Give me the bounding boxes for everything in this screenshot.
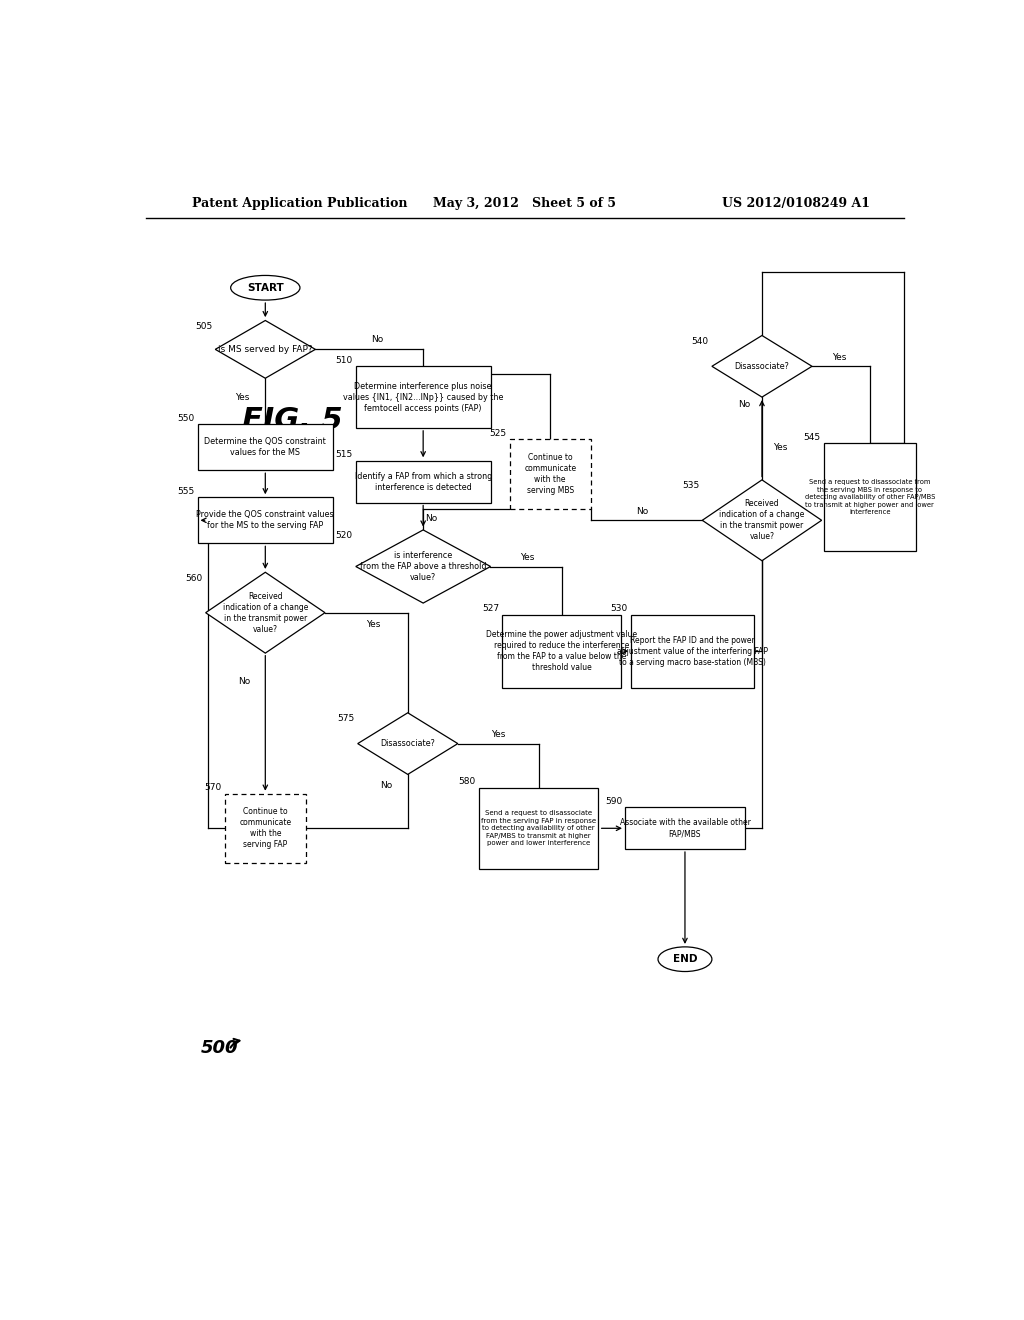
Text: Report the FAP ID and the power
adjustment value of the interfering FAP
to a ser: Report the FAP ID and the power adjustme… <box>617 636 768 667</box>
Text: Continue to
communicate
with the
serving MBS: Continue to communicate with the serving… <box>524 453 577 495</box>
Text: 530: 530 <box>610 605 628 612</box>
Text: Send a request to disassociate
from the serving FAP in response
to detecting ava: Send a request to disassociate from the … <box>481 810 596 846</box>
Text: Provide the QOS constraint values
for the MS to the serving FAP: Provide the QOS constraint values for th… <box>197 511 334 531</box>
Text: START: START <box>247 282 284 293</box>
FancyBboxPatch shape <box>198 498 333 544</box>
FancyBboxPatch shape <box>626 807 744 850</box>
Text: 520: 520 <box>336 532 352 540</box>
Text: 555: 555 <box>177 487 195 496</box>
Text: 525: 525 <box>489 429 507 438</box>
FancyBboxPatch shape <box>225 793 306 863</box>
Text: 500: 500 <box>201 1039 238 1057</box>
FancyBboxPatch shape <box>502 615 622 688</box>
Text: END: END <box>673 954 697 964</box>
Text: is interference
from the FAP above a threshold
value?: is interference from the FAP above a thr… <box>359 550 486 582</box>
Text: Disassociate?: Disassociate? <box>734 362 790 371</box>
Text: May 3, 2012   Sheet 5 of 5: May 3, 2012 Sheet 5 of 5 <box>433 197 616 210</box>
Text: Received
indication of a change
in the transmit power
value?: Received indication of a change in the t… <box>719 499 805 541</box>
Text: 527: 527 <box>482 605 499 612</box>
Text: Identify a FAP from which a strong
interference is detected: Identify a FAP from which a strong inter… <box>354 471 492 492</box>
Text: Yes: Yes <box>520 553 535 562</box>
Text: No: No <box>380 781 392 791</box>
Text: 590: 590 <box>605 796 623 805</box>
FancyBboxPatch shape <box>355 461 490 503</box>
Text: 545: 545 <box>804 433 820 442</box>
Text: Associate with the available other
FAP/MBS: Associate with the available other FAP/M… <box>620 818 751 838</box>
Text: 510: 510 <box>336 356 352 364</box>
Text: 575: 575 <box>337 714 354 723</box>
Ellipse shape <box>230 276 300 300</box>
Text: 535: 535 <box>682 482 699 491</box>
Text: Patent Application Publication: Patent Application Publication <box>193 197 408 210</box>
Text: Yes: Yes <box>236 392 250 401</box>
Text: Send a request to disassociate from
the serving MBS in response to
detecting ava: Send a request to disassociate from the … <box>805 479 935 515</box>
Text: Yes: Yes <box>492 730 506 739</box>
FancyBboxPatch shape <box>355 367 490 428</box>
Text: FIG. 5: FIG. 5 <box>242 405 343 434</box>
FancyBboxPatch shape <box>198 424 333 470</box>
Text: Continue to
communicate
with the
serving FAP: Continue to communicate with the serving… <box>240 807 292 850</box>
Polygon shape <box>712 335 812 397</box>
FancyBboxPatch shape <box>823 444 915 552</box>
Polygon shape <box>357 713 458 775</box>
Polygon shape <box>206 573 325 653</box>
Text: No: No <box>738 400 751 409</box>
FancyBboxPatch shape <box>631 615 755 688</box>
Polygon shape <box>702 480 821 561</box>
Polygon shape <box>355 529 490 603</box>
Text: No: No <box>238 677 250 686</box>
Text: Determine the QOS constraint
values for the MS: Determine the QOS constraint values for … <box>205 437 327 457</box>
Text: Yes: Yes <box>366 620 380 628</box>
Text: No: No <box>425 515 437 523</box>
Text: 580: 580 <box>459 777 476 787</box>
Text: No: No <box>371 335 383 343</box>
Text: 550: 550 <box>177 413 195 422</box>
Text: 515: 515 <box>336 450 352 459</box>
Text: Determine the power adjustment value
required to reduce the interference
from th: Determine the power adjustment value req… <box>486 630 637 672</box>
Polygon shape <box>215 321 315 379</box>
Text: 540: 540 <box>691 337 709 346</box>
Text: Determine interference plus noise
values {IN1, {IN2...INp}} caused by the
femtoc: Determine interference plus noise values… <box>343 381 504 413</box>
Text: Received
indication of a change
in the transmit power
value?: Received indication of a change in the t… <box>222 591 308 634</box>
FancyBboxPatch shape <box>510 440 591 508</box>
Text: Yes: Yes <box>831 352 846 362</box>
Text: Disassociate?: Disassociate? <box>380 739 435 748</box>
Text: is MS served by FAP?: is MS served by FAP? <box>218 345 312 354</box>
Text: 505: 505 <box>195 322 212 331</box>
Text: 560: 560 <box>185 574 203 583</box>
Text: 570: 570 <box>205 783 222 792</box>
Ellipse shape <box>658 946 712 972</box>
Text: US 2012/0108249 A1: US 2012/0108249 A1 <box>722 197 869 210</box>
Text: Yes: Yes <box>773 442 787 451</box>
FancyBboxPatch shape <box>479 788 598 869</box>
Text: No: No <box>637 507 649 516</box>
